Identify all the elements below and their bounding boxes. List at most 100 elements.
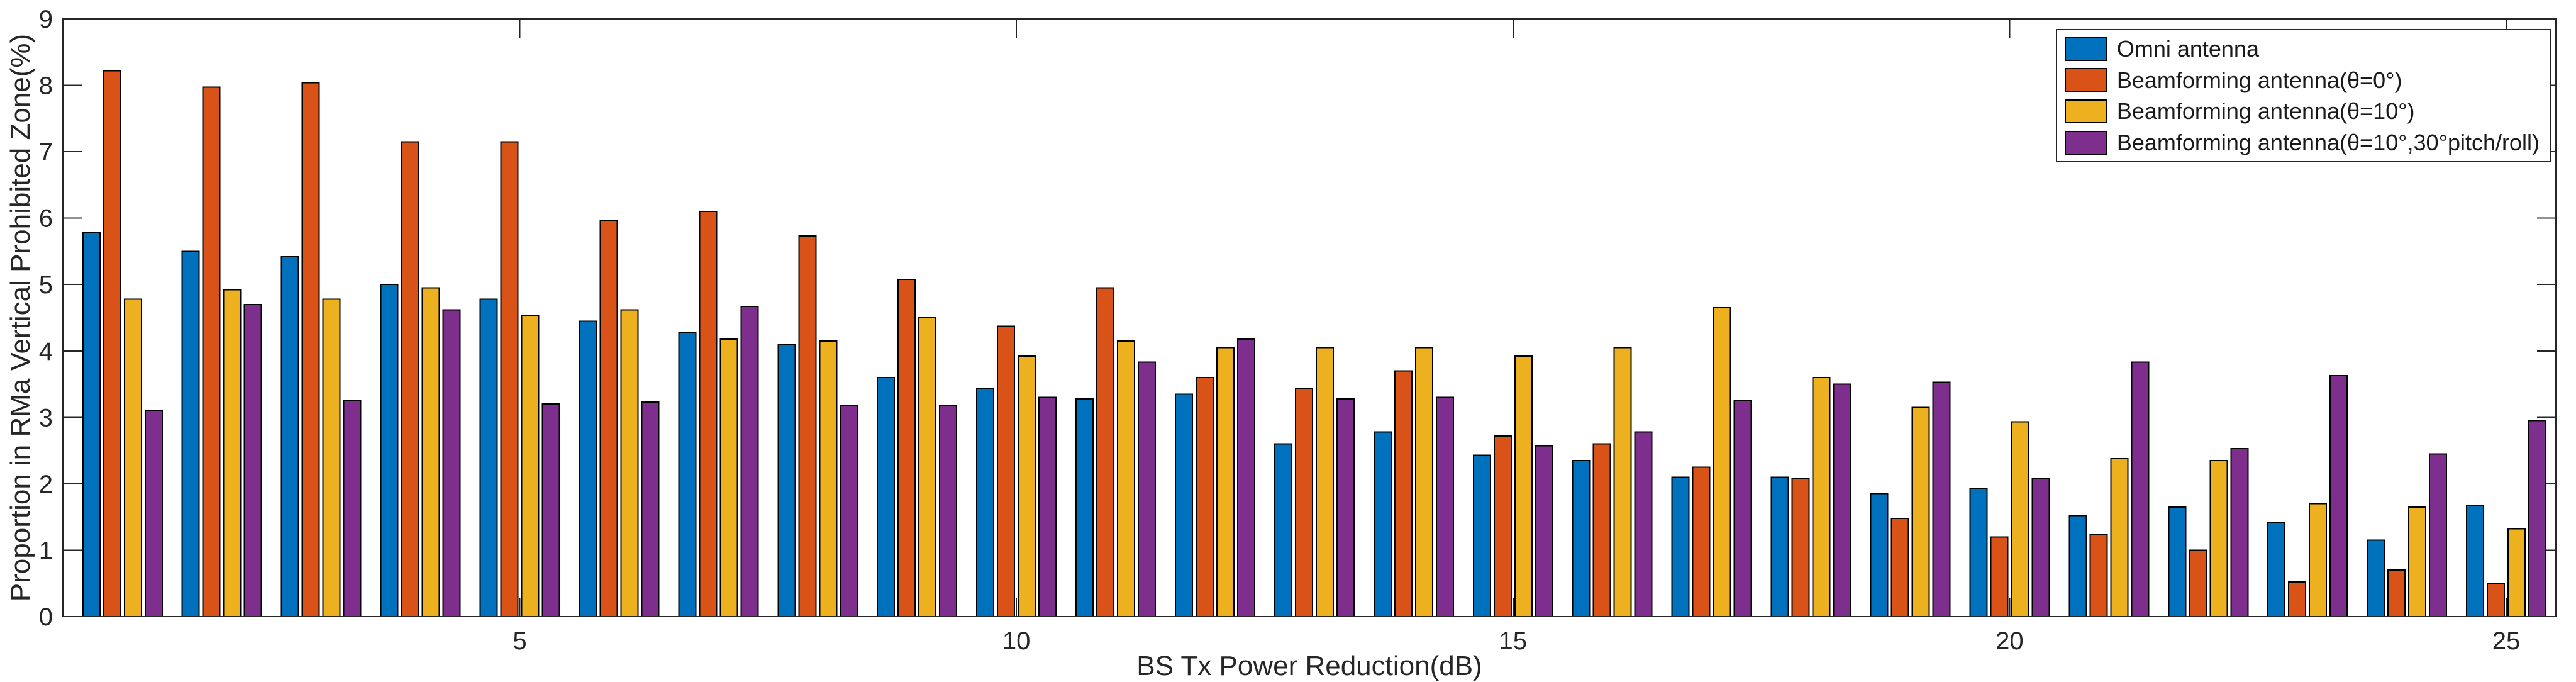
bar-series1-x12 (1175, 393, 1193, 618)
bar-series4-x19 (1932, 381, 1951, 618)
y-tick-label: 0 (39, 603, 53, 631)
y-tick-label: 2 (39, 471, 53, 498)
legend: Omni antenna Beamforming antenna(θ=0°) Bea… (2055, 29, 2551, 163)
bar-series2-x25 (2487, 583, 2505, 618)
axes-box (62, 18, 2557, 617)
y-tick-label: 9 (39, 6, 53, 33)
x-tick-label: 20 (1996, 627, 2024, 655)
bar-series1-x24 (2367, 539, 2385, 617)
bar-series3-x16 (1613, 347, 1632, 617)
bar-series3-x10 (1018, 355, 1036, 617)
y-tick-label: 3 (39, 404, 53, 432)
bar-series3-x2 (223, 289, 242, 617)
bar-series1-x25 (2466, 505, 2484, 618)
bar-series1-x15 (1472, 454, 1491, 617)
legend-swatch (2064, 130, 2107, 155)
bar-series4-x21 (2131, 361, 2150, 617)
bar-series4-x24 (2429, 453, 2448, 618)
bar-series3-x8 (819, 340, 838, 618)
bar-series2-x17 (1692, 466, 1711, 617)
bar-series1-x14 (1373, 431, 1392, 617)
bar-series4-x5 (541, 403, 560, 617)
bar-series2-x14 (1394, 370, 1413, 618)
bar-series4-x10 (1038, 396, 1057, 617)
bar-series3-x14 (1414, 347, 1433, 617)
legend-label: Omni antenna (2116, 36, 2259, 62)
legend-swatch (2064, 99, 2107, 123)
bar-series2-x23 (2288, 581, 2307, 617)
legend-swatch (2064, 36, 2107, 61)
y-tick-label: 7 (39, 138, 53, 166)
bar-series1-x20 (1969, 488, 1988, 617)
bar-series4-x2 (243, 303, 262, 617)
bar-series3-x25 (2507, 528, 2526, 618)
bar-series2-x24 (2387, 569, 2406, 617)
bar-series4-x18 (1833, 383, 1852, 617)
bar-series3-x9 (918, 317, 937, 617)
bar-series2-x12 (1196, 377, 1214, 617)
bar-series3-x1 (123, 298, 142, 617)
bar-series3-x11 (1117, 340, 1135, 618)
bar-series1-x21 (2068, 515, 2087, 617)
bar-series2-x8 (798, 235, 817, 617)
y-tick-label: 8 (39, 72, 53, 100)
bar-series1-x11 (1075, 398, 1094, 617)
bar-series3-x7 (719, 338, 738, 617)
bar-series3-x3 (322, 298, 341, 617)
y-tick-label: 4 (39, 338, 53, 366)
bar-series3-x21 (2110, 457, 2129, 617)
legend-item: Beamforming antenna(θ=10°,30°pitch/roll) (2064, 130, 2540, 155)
y-axis-label: Proportion in RMa Vertical Prohibited Zo… (5, 33, 36, 602)
bar-series3-x5 (521, 315, 540, 617)
bar-series2-x19 (1890, 517, 1909, 617)
bar-series1-x13 (1274, 443, 1292, 617)
bar-series3-x23 (2309, 503, 2328, 617)
bar-series2-x3 (301, 82, 320, 618)
bar-series2-x16 (1592, 443, 1611, 617)
bar-series2-x22 (2189, 549, 2207, 618)
bar-series2-x10 (997, 325, 1016, 617)
bar-series4-x9 (939, 405, 958, 617)
bar-series1-x10 (976, 388, 995, 618)
bar-series2-x1 (103, 70, 121, 618)
x-tick-label: 10 (1002, 627, 1031, 655)
bar-series3-x18 (1812, 377, 1831, 617)
bar-series4-x17 (1733, 400, 1752, 618)
x-tick-label: 15 (1499, 627, 1528, 655)
bar-series3-x4 (421, 287, 440, 617)
legend-swatch (2064, 68, 2107, 92)
bar-series3-x20 (2011, 421, 2029, 617)
bar-series4-x22 (2230, 447, 2249, 618)
bar-series2-x2 (202, 86, 221, 617)
bar-series4-x20 (2031, 478, 2050, 618)
bar-series3-x17 (1713, 307, 1731, 617)
bar-series4-x3 (343, 400, 362, 618)
legend-item: Omni antenna (2064, 36, 2540, 62)
legend-item: Beamforming antenna(θ=10°) (2064, 98, 2540, 125)
bar-series1-x8 (777, 344, 796, 617)
bar-series2-x15 (1493, 435, 1512, 618)
bar-series1-x6 (579, 320, 597, 617)
legend-label: Beamforming antenna(θ=10°) (2116, 98, 2415, 125)
bar-series4-x6 (641, 401, 660, 617)
bar-series3-x15 (1514, 355, 1533, 617)
y-tick-label: 1 (39, 537, 53, 564)
bar-series1-x16 (1572, 459, 1591, 618)
bar-series3-x22 (2209, 459, 2228, 618)
bar-series2-x6 (599, 219, 618, 617)
bar-series4-x8 (840, 405, 858, 617)
bar-series2-x4 (401, 141, 419, 618)
y-tick-label: 6 (39, 205, 53, 233)
bar-series2-x11 (1096, 287, 1114, 617)
bar-series2-x20 (1990, 536, 2009, 617)
bar-series3-x12 (1216, 347, 1235, 617)
x-tick-label: 25 (2492, 627, 2521, 655)
bar-series3-x19 (1911, 406, 1930, 617)
legend-item: Beamforming antenna(θ=0°) (2064, 67, 2540, 93)
legend-label: Beamforming antenna(θ=0°) (2116, 67, 2402, 93)
bar-series1-x17 (1671, 476, 1690, 617)
bar-series1-x22 (2168, 506, 2187, 617)
bar-series2-x18 (1791, 478, 1810, 618)
bar-series2-x13 (1294, 388, 1313, 618)
bar-series1-x5 (479, 298, 498, 617)
